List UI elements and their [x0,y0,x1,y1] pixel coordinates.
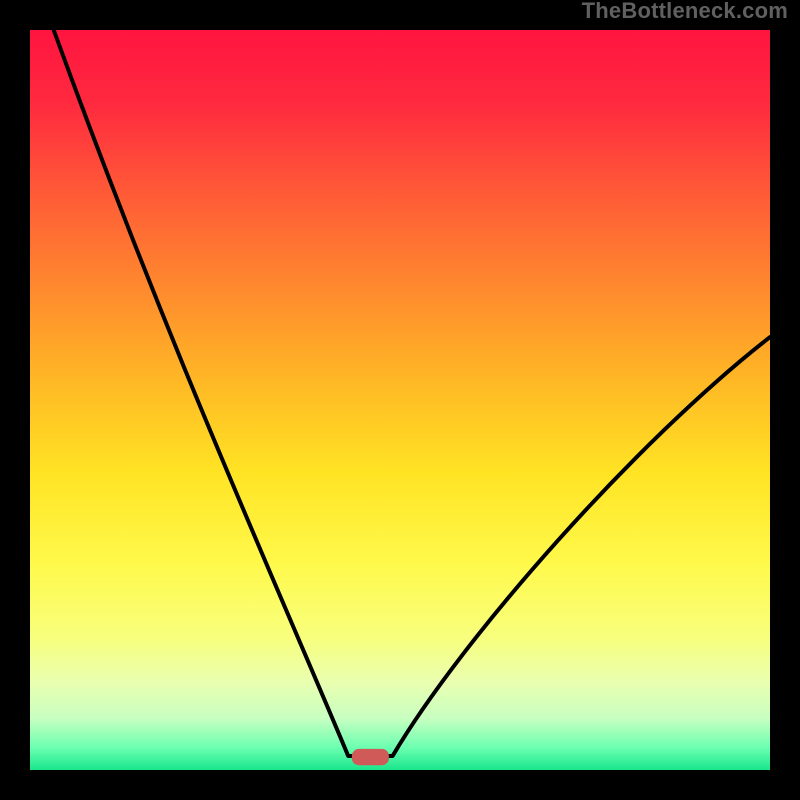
plot-background [30,30,770,770]
chart-wrap: TheBottleneck.com [0,0,800,800]
chart-svg [0,0,800,800]
watermark-text: TheBottleneck.com [582,0,788,24]
min-marker [352,749,389,765]
